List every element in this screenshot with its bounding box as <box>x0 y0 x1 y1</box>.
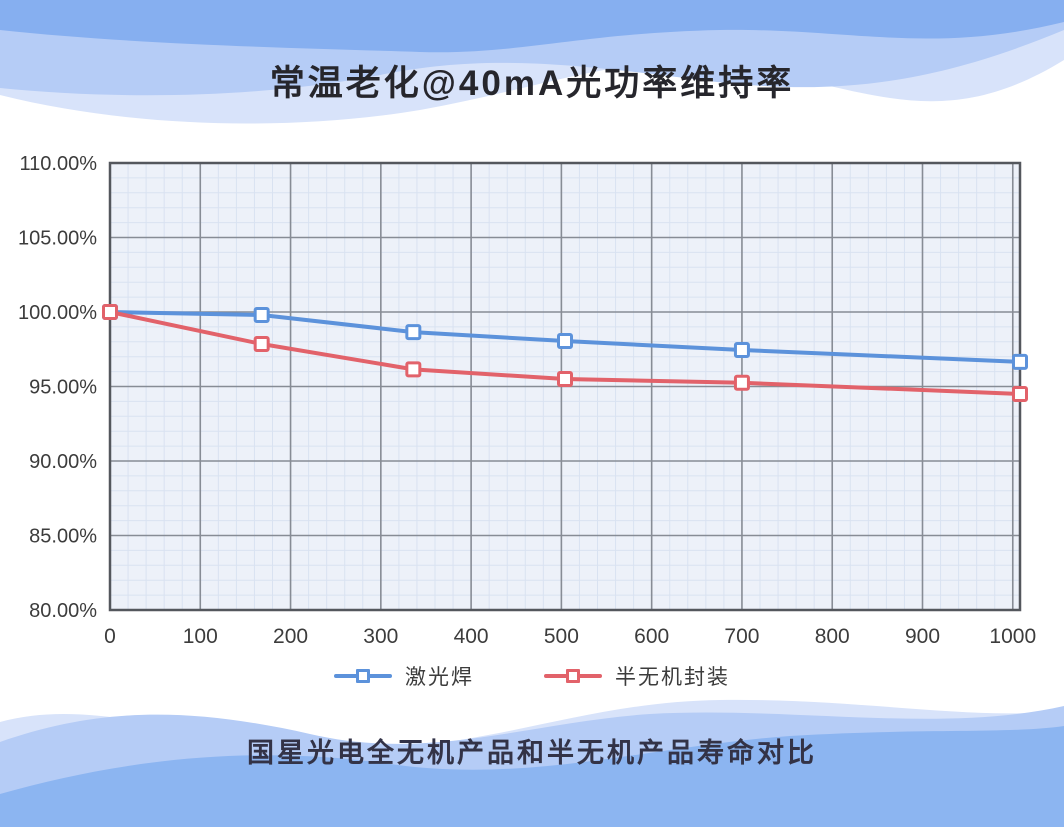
x-tick-label: 900 <box>905 625 940 648</box>
top-wave-decoration <box>0 0 1064 124</box>
data-point-marker <box>733 374 750 391</box>
y-tick-label: 95.00% <box>29 377 97 399</box>
series-markers-1 <box>102 304 1028 402</box>
legend-swatch-semi-inorganic <box>544 668 602 684</box>
series-markers-0 <box>102 304 1028 370</box>
bottom-caption: 国星光电全无机产品和半无机产品寿命对比 <box>247 738 817 768</box>
y-tick-label: 110.00% <box>20 153 98 175</box>
bottom-wave-decoration <box>0 699 1064 827</box>
x-tick-label: 500 <box>544 625 579 648</box>
series-line-0 <box>108 310 1022 364</box>
chart-container: 110.00% 105.00% 100.00% 95.00% 90.00% 85.00% 8… <box>0 140 1064 665</box>
legend-label-laser-weld: 激光焊 <box>405 666 474 689</box>
legend-item-semi-inorganic: 半无机封装 <box>544 661 730 691</box>
x-tick-label: 200 <box>273 625 308 648</box>
x-tick-label: 0 <box>104 625 116 648</box>
y-tick-label: 90.00% <box>29 451 97 473</box>
data-point-marker <box>1012 353 1028 370</box>
x-tick-label: 100 <box>183 625 218 648</box>
y-tick-label: 105.00% <box>18 228 97 250</box>
y-tick-label: 80.00% <box>29 600 97 622</box>
legend-label-semi-inorganic: 半无机封装 <box>615 666 730 689</box>
data-point-marker <box>102 304 118 320</box>
y-tick-label: 100.00% <box>18 302 97 324</box>
x-tick-label: 300 <box>363 625 398 648</box>
series-line-1 <box>108 310 1022 396</box>
x-tick-label: 800 <box>815 625 850 648</box>
x-tick-label: 400 <box>454 625 489 648</box>
data-point-marker <box>733 341 750 358</box>
data-point-marker <box>405 361 422 378</box>
x-tick-label: 600 <box>634 625 669 648</box>
x-tick-label: 700 <box>724 625 759 648</box>
legend-item-laser-weld: 激光焊 <box>334 661 474 691</box>
legend-square-marker-icon <box>356 669 370 683</box>
x-tick-label: 1000 <box>989 625 1036 648</box>
x-axis-tick-labels: 0 100 200 300 400 500 600 700 800 900 1000 <box>104 625 1036 648</box>
bottom-wave-deep <box>0 726 1064 827</box>
line-chart: 110.00% 105.00% 100.00% 95.00% 90.00% 85.00% 8… <box>18 153 1036 648</box>
chart-title: 常温老化@40mA光功率维持率 <box>269 64 795 103</box>
data-point-marker <box>557 333 573 350</box>
legend-swatch-laser-weld <box>334 668 392 684</box>
y-tick-label: 85.00% <box>29 526 97 548</box>
data-point-marker <box>405 324 422 341</box>
data-point-marker <box>557 371 573 388</box>
chart-legend: 激光焊 半无机封装 <box>0 661 1064 691</box>
data-point-marker <box>1012 385 1028 402</box>
data-point-marker <box>253 336 270 353</box>
legend-square-marker-icon <box>566 669 580 683</box>
top-wave-deep <box>0 0 1064 53</box>
y-axis-tick-labels: 110.00% 105.00% 100.00% 95.00% 90.00% 85.00% 8… <box>18 153 97 622</box>
data-point-marker <box>253 306 270 323</box>
